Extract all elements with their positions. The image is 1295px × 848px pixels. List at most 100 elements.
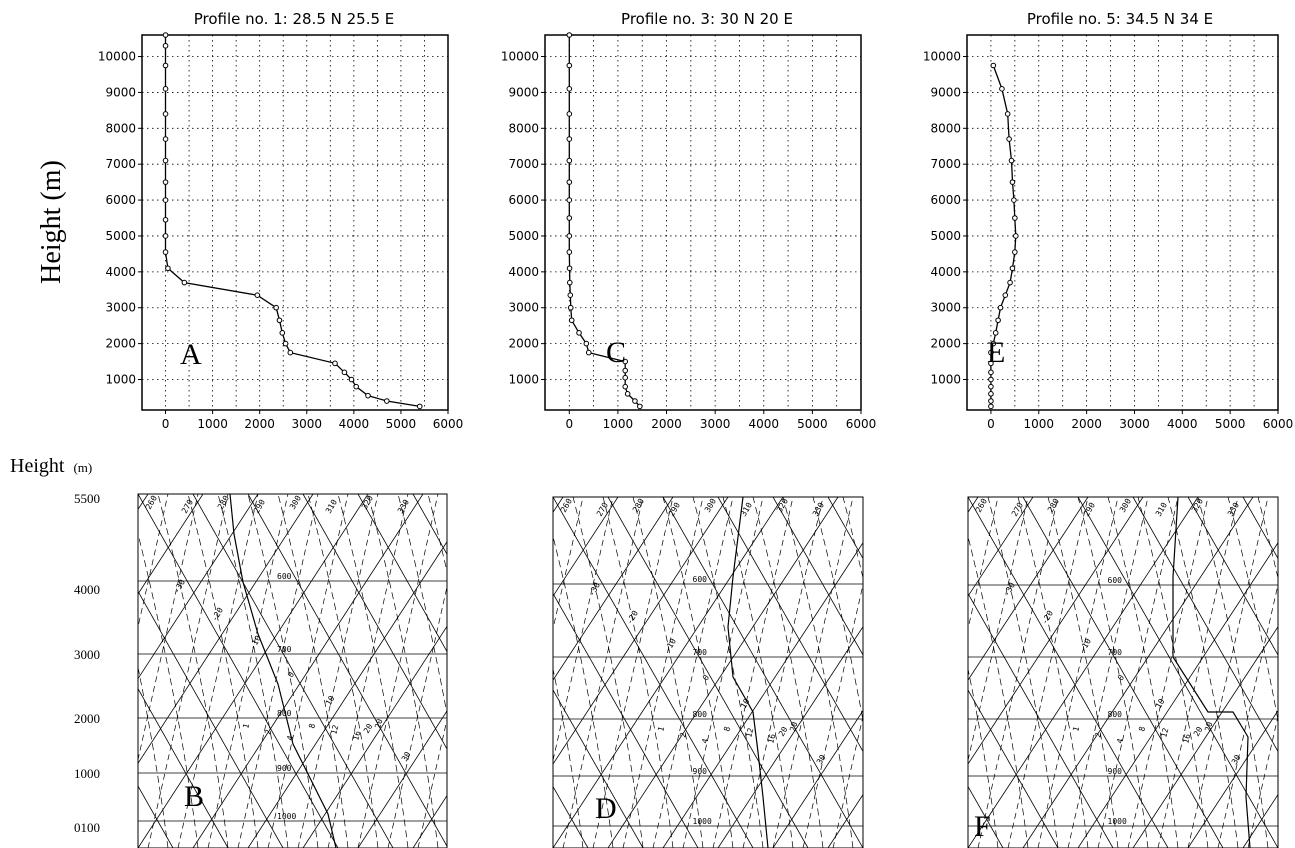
data-point [992, 330, 999, 336]
mixing-ratio-line [207, 494, 289, 848]
mixing-ratio-line [1217, 583, 1278, 848]
mixing-ratio-line [652, 497, 734, 848]
data-point [1008, 157, 1015, 164]
panel-label-c: C [606, 336, 626, 369]
adiabat-label: 330 [811, 501, 826, 518]
mixing-ratio-line [832, 714, 863, 848]
profile-a-grid [142, 35, 448, 410]
mixing-ratio-label: 4 [1115, 737, 1125, 744]
y-tick-label: 2000 [105, 337, 136, 351]
data-point [287, 349, 294, 356]
profile-e-grid [967, 35, 1278, 410]
x-tick-label: 2000 [651, 417, 682, 431]
mixing-ratio-line [387, 585, 447, 848]
dry-adiabat-line [1132, 497, 1278, 753]
moist-adiabat-line [38, 494, 108, 848]
sounding-y-tick-label: 4000 [74, 582, 100, 597]
x-tick-label: 5000 [1215, 417, 1246, 431]
panel-label-e: E [987, 336, 1005, 369]
data-point [566, 32, 573, 38]
isobar-label: 600 [277, 572, 292, 581]
isotherm-line [772, 709, 863, 848]
data-point [1007, 279, 1013, 286]
mixing-ratio-label: 2 [263, 728, 273, 735]
data-point [583, 340, 590, 347]
adiabat-label: 320 [1190, 497, 1205, 514]
mixing-ratio-line [553, 497, 584, 631]
moist-adiabat-line [187, 494, 259, 848]
data-point [988, 376, 994, 383]
y-tick-label: 10000 [923, 50, 961, 64]
moist-adiabat-line [1017, 497, 1089, 848]
data-point [276, 317, 283, 324]
isotherm-line [968, 497, 1199, 848]
mixing-ratio-label: 8 [307, 722, 317, 729]
moist-adiabat-line [1167, 497, 1239, 848]
data-point [566, 265, 573, 272]
profile-c-line [568, 35, 641, 407]
sounding-f-frame [967, 496, 1279, 848]
mixing-ratio-line [1037, 497, 1119, 848]
moist-adiabat-line [1047, 497, 1119, 848]
mixing-ratio-label: 16 [766, 733, 777, 745]
isotherm-label: 10 [324, 694, 337, 707]
mixing-ratio-line [237, 494, 319, 848]
isobar-label: 900 [693, 767, 708, 776]
isobar-label: 900 [277, 764, 292, 773]
data-point [162, 179, 169, 185]
data-point [1013, 233, 1019, 239]
dry-adiabat-line [1187, 497, 1278, 656]
dry-adiabat-line [468, 494, 668, 848]
isobar-label: 700 [1108, 648, 1123, 657]
y-tick-label: 7000 [105, 157, 136, 171]
x-tick-label: 0 [987, 417, 995, 431]
x-tick-label: 4000 [339, 417, 370, 431]
mixing-ratio-line [562, 497, 644, 848]
mixing-ratio-line [138, 494, 199, 762]
moist-adiabat-line [427, 494, 447, 573]
mixing-ratio-line [417, 718, 447, 848]
isotherm-line [0, 494, 93, 848]
data-point [1012, 249, 1018, 255]
moist-adiabat-line [968, 667, 999, 848]
adiabat-label: 300 [1118, 497, 1133, 514]
mixing-ratio-line [267, 494, 349, 848]
y-tick-label: 8000 [105, 121, 136, 135]
data-point [566, 249, 573, 255]
data-point [165, 265, 171, 272]
mixing-ratio-line [592, 497, 674, 848]
sounding-b-frame [137, 493, 448, 848]
data-point [162, 197, 169, 203]
mixing-ratio-label: 4 [285, 734, 295, 741]
data-point [995, 317, 1001, 324]
data-point [622, 383, 629, 390]
profile-e-x-ticks: 0 1000 2000 3000 4000 5000 6000 [987, 410, 1293, 431]
data-point [162, 111, 169, 117]
profile-a-y-ticks: 1000 2000 3000 4000 5000 6000 7000 8000 9000 1000… [98, 50, 142, 386]
data-point [384, 398, 390, 404]
mixing-ratio-line [478, 494, 558, 848]
dry-adiabat-line [553, 689, 644, 848]
isotherm-label: 30 [815, 753, 828, 766]
data-point [162, 62, 169, 69]
isotherm-line [1077, 542, 1278, 848]
moist-adiabat-line [838, 497, 908, 848]
data-point [279, 330, 286, 336]
data-point [162, 136, 169, 142]
dry-adiabat-line [1022, 497, 1224, 848]
mixing-ratio-line [1007, 497, 1089, 848]
isotherm-label: -10 [1078, 637, 1093, 654]
isotherm-line [138, 494, 149, 511]
mixing-ratio-label: 12 [744, 727, 755, 739]
sounding-f-temperature-line [1172, 497, 1251, 848]
data-point [988, 398, 994, 404]
moist-adiabat-line [752, 497, 824, 848]
mixing-ratio-label: 12 [1159, 727, 1170, 739]
profile-c-y-ticks: 1000 2000 3000 4000 5000 6000 7000 8000 9000 1000… [501, 50, 545, 386]
profile-panel-c: Profile no. 3: 30 N 20 E 0 1000 2000 3000 40… [501, 10, 876, 431]
data-point [988, 391, 994, 397]
isotherm-label: 0 [1116, 673, 1126, 682]
mixing-ratio-line [1067, 497, 1149, 848]
